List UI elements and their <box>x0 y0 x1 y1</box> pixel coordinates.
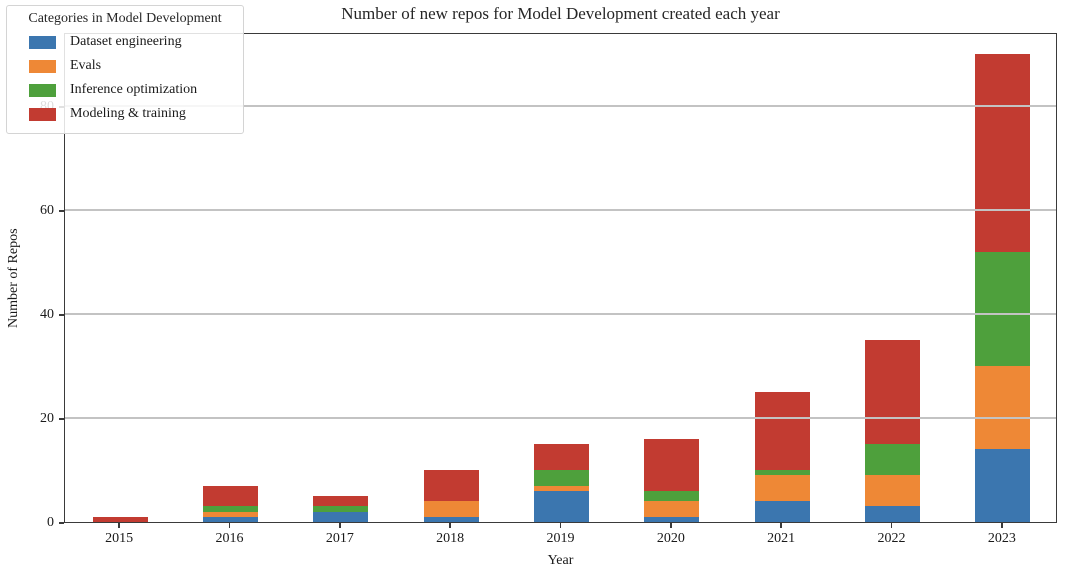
legend-swatch-icon <box>29 35 56 49</box>
x-tick-mark <box>118 523 120 528</box>
x-tick-mark <box>1001 523 1003 528</box>
legend-label: Dataset engineering <box>70 34 182 49</box>
legend: Categories in Model Development Dataset … <box>6 5 244 134</box>
x-tick-label: 2023 <box>987 531 1016 546</box>
x-tick-mark <box>449 523 451 528</box>
bar-segment <box>534 443 589 470</box>
gridline <box>65 313 1056 315</box>
bar-segment <box>975 365 1031 450</box>
bar-segment <box>975 251 1031 366</box>
x-tick-label: 2017 <box>325 531 354 546</box>
y-tick-label: 60 <box>40 202 54 218</box>
legend-label: Inference optimization <box>70 82 198 97</box>
legend-swatch-icon <box>29 83 56 97</box>
x-tick-mark <box>339 523 341 528</box>
bar-segment <box>534 490 589 522</box>
bar-segment <box>423 470 479 502</box>
y-tick-mark <box>59 418 64 420</box>
legend-label: Evals <box>70 58 102 73</box>
legend-swatch-icon <box>29 59 56 73</box>
x-tick-label: 2019 <box>546 531 575 546</box>
x-tick-mark <box>228 523 231 528</box>
bar-segment <box>975 449 1031 522</box>
bar-segment <box>644 516 700 522</box>
bar-segment <box>865 475 920 507</box>
bar-segment <box>754 391 810 470</box>
bar-segment <box>975 53 1031 252</box>
bar-segment <box>423 501 479 517</box>
x-axis-label: Year <box>547 553 574 568</box>
legend-entry: Evals <box>14 54 236 78</box>
x-tick-label: 2021 <box>767 531 796 546</box>
gridline <box>65 209 1056 211</box>
legend-entry: Modeling & training <box>14 102 236 126</box>
bar-segment <box>313 496 369 507</box>
bar-segment <box>754 475 810 502</box>
x-tick-mark <box>890 523 893 528</box>
x-tick-label: 2015 <box>105 531 134 546</box>
bar-segment <box>534 470 589 486</box>
bar-segment <box>534 485 589 491</box>
bar-segment <box>644 501 700 517</box>
bar-segment <box>203 485 258 507</box>
y-tick-label: 0 <box>47 515 54 530</box>
legend-title: Categories in Model Development <box>28 11 222 26</box>
bar-segment <box>865 506 920 522</box>
x-tick-mark <box>559 523 562 528</box>
y-tick-label: 20 <box>40 410 54 426</box>
bar-segment <box>644 438 700 491</box>
bar-segment <box>754 470 810 476</box>
gridline <box>65 105 1056 107</box>
x-tick-label: 2018 <box>436 531 465 546</box>
y-tick-label: 40 <box>40 306 54 322</box>
bar-segment <box>423 516 479 522</box>
bar-segment <box>313 506 369 512</box>
legend-label: Modeling & training <box>70 106 186 121</box>
legend-entry: Inference optimization <box>14 78 236 102</box>
legend-entries: Dataset engineering Evals Inference optimi… <box>14 30 236 126</box>
bar-segment <box>754 501 810 522</box>
legend-swatch-icon <box>29 107 56 121</box>
bar-segment <box>644 490 700 502</box>
x-tick-label: 2016 <box>215 531 244 546</box>
x-tick-mark <box>780 523 782 528</box>
y-tick-mark <box>59 522 64 524</box>
legend-entry: Dataset engineering <box>14 30 236 54</box>
x-tick-label: 2020 <box>656 531 685 546</box>
x-tick-label: 2022 <box>877 531 906 546</box>
chart-title: Number of new repos for Model Developmen… <box>341 4 780 23</box>
bar-segment <box>865 443 920 476</box>
y-tick-mark <box>59 210 64 212</box>
bar-segment <box>313 511 369 522</box>
bar-segment <box>203 511 258 517</box>
bar-segment <box>92 516 148 522</box>
bar-segment <box>865 339 920 444</box>
gridline <box>65 417 1056 419</box>
bar-segment <box>203 506 258 512</box>
y-tick-mark <box>59 314 64 316</box>
x-tick-mark <box>670 523 672 528</box>
bar-segment <box>203 516 258 522</box>
